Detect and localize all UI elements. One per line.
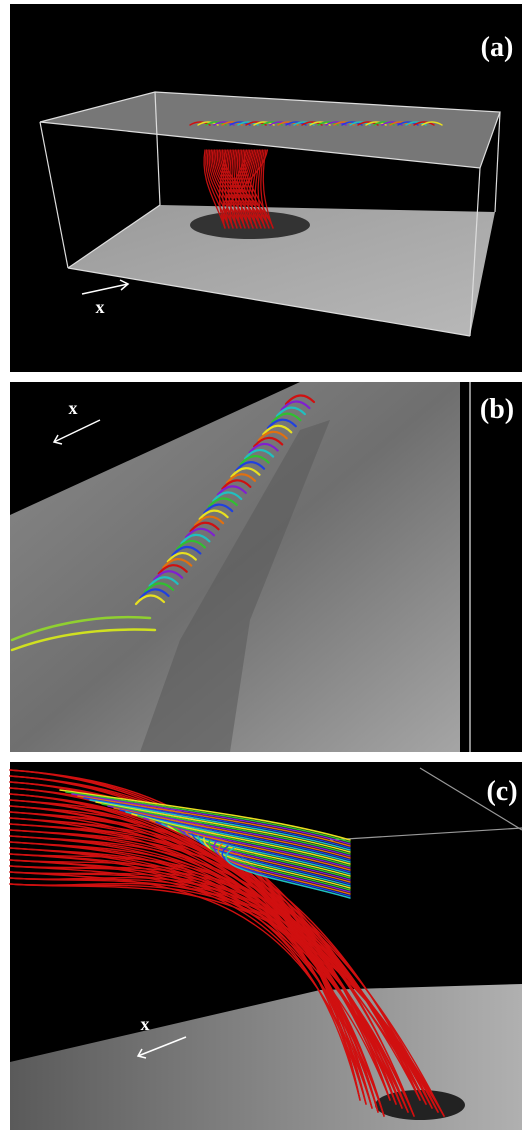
axis-label: x — [69, 398, 78, 418]
panel-label: (c) — [486, 776, 517, 807]
panel-b: x (b) — [10, 382, 522, 752]
panel-label: (a) — [481, 32, 514, 63]
panel-label: (b) — [480, 394, 514, 425]
panel-a: x (a) — [10, 4, 522, 372]
panel-c: x (c) — [10, 762, 522, 1130]
axis-label: x — [96, 297, 105, 317]
figure: x (a) x (b) x (c) — [0, 0, 531, 1134]
axis-label: x — [141, 1014, 150, 1034]
page: x (a) x (b) x (c) (() => { const data = … — [0, 0, 531, 1134]
